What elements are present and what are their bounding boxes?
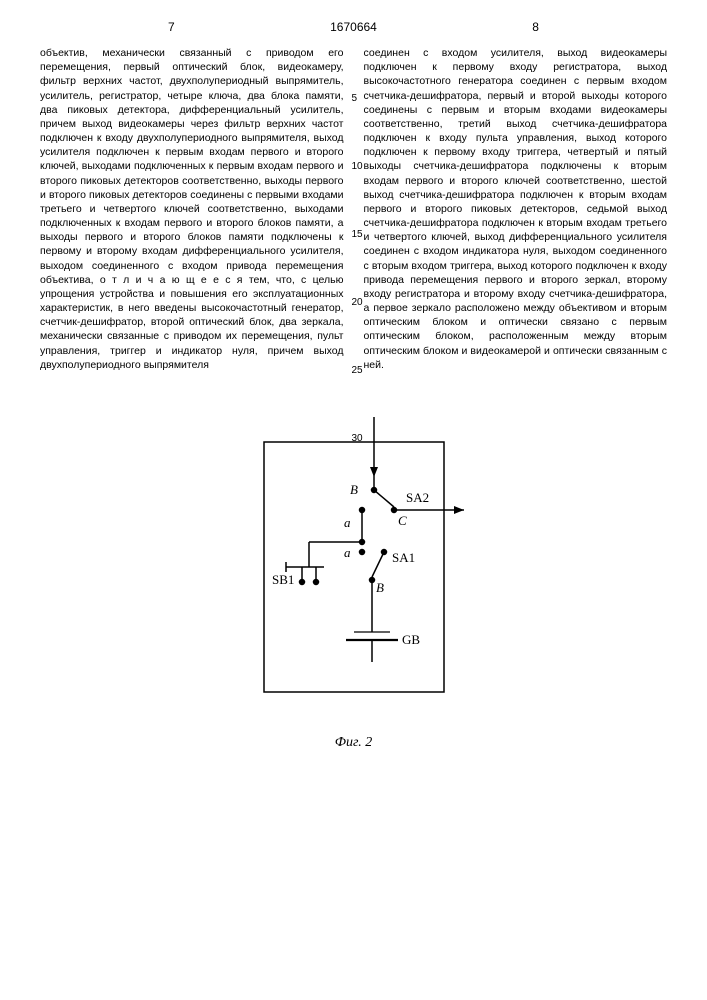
label-b: B [350,482,358,497]
body-text-right: соединен с входом усилителя, выход видео… [364,46,668,372]
lineno: 25 [352,366,363,376]
switch-arm [372,552,384,577]
label-sb1: SB1 [272,572,294,587]
switch-arm [374,490,394,507]
page: 7 1670664 8 объектив, механически связан… [0,0,707,1000]
body-text-left: объектив, механически связанный с привод… [40,46,344,372]
lineno: 5 [352,94,363,104]
label-gb: GB [402,632,420,647]
figure-caption: Фиг. 2 [40,735,667,751]
page-header: 7 1670664 8 [40,20,667,34]
lineno: 30 [352,434,363,444]
text-columns: объектив, механически связанный с привод… [40,46,667,372]
figure-2: B SA2 C a [40,412,667,751]
lineno: 10 [352,162,363,172]
label-a: a [344,515,351,530]
lineno: 20 [352,298,363,308]
label-sa1: SA1 [392,550,415,565]
line-numbers: 5 10 15 20 25 30 [352,46,363,444]
label-sa2: SA2 [406,490,429,505]
label-c: C [398,513,407,528]
circuit-diagram: B SA2 C a [224,412,484,722]
column-left: объектив, механически связанный с привод… [40,46,344,372]
node [313,579,318,584]
document-number: 1670664 [293,20,414,34]
page-number-right: 8 [414,20,657,34]
arrow-right-icon [454,506,464,514]
label-b: B [376,580,384,595]
lineno: 15 [352,230,363,240]
arrow-down-icon [370,467,378,477]
column-right: 5 10 15 20 25 30 соединен с входом усили… [364,46,668,372]
node [299,579,304,584]
page-number-left: 7 [50,20,293,34]
label-a: a [344,545,351,560]
node [359,549,364,554]
